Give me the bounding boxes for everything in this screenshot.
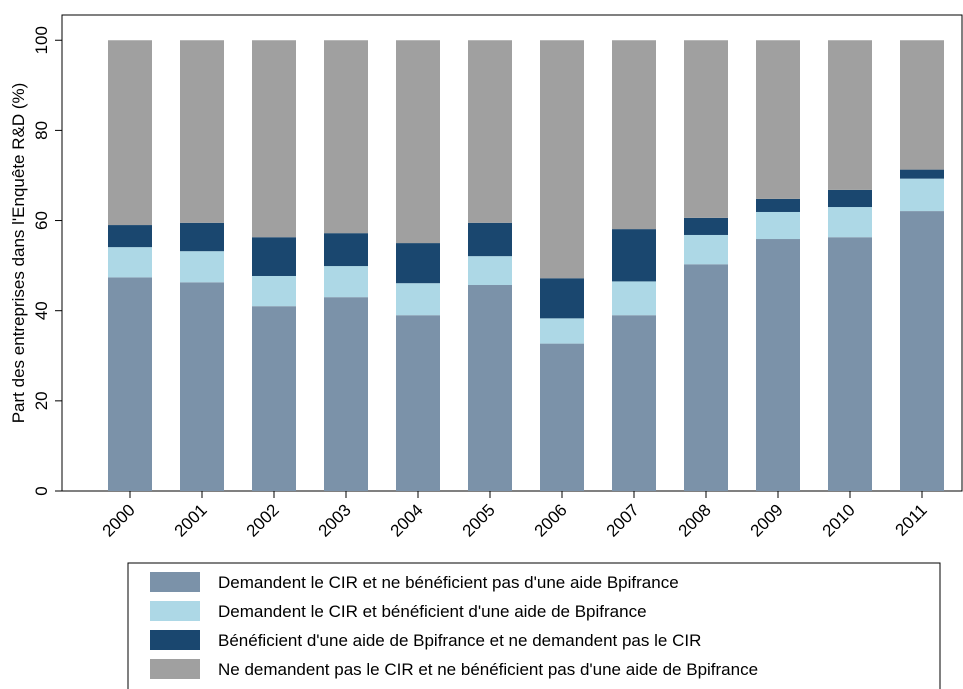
bar-segment — [684, 264, 728, 491]
x-tick-label: 2000 — [99, 500, 139, 540]
legend-swatch — [150, 630, 200, 650]
y-tick-label: 80 — [32, 121, 51, 140]
bar-segment — [108, 247, 152, 278]
bar-segment — [324, 40, 368, 234]
bar-segment — [180, 222, 224, 252]
bar-segment — [756, 40, 800, 199]
bar-segment — [612, 40, 656, 230]
bar-segment — [612, 229, 656, 282]
bar-segment — [900, 211, 944, 492]
bar-segment — [612, 281, 656, 316]
x-tick-label: 2009 — [747, 500, 787, 540]
bar-segment — [540, 318, 584, 344]
bar-segment — [396, 315, 440, 491]
bar-segment — [180, 40, 224, 223]
legend-swatch — [150, 572, 200, 592]
x-tick-label: 2008 — [675, 500, 715, 540]
bar-segment — [612, 315, 656, 491]
bar-segment — [756, 239, 800, 491]
bar-segment — [396, 283, 440, 316]
bar-segment — [468, 40, 512, 223]
x-tick-label: 2003 — [315, 500, 355, 540]
bar-segment — [324, 266, 368, 298]
legend-label: Demandent le CIR et bénéficient d'une ai… — [218, 602, 647, 621]
bar-segment — [252, 237, 296, 276]
bar-segment — [684, 217, 728, 235]
bar-segment — [108, 225, 152, 248]
legend-label: Ne demandent pas le CIR et ne bénéficien… — [218, 660, 758, 679]
legend — [127, 562, 941, 689]
y-tick-label: 0 — [32, 486, 51, 495]
bar-segment — [756, 211, 800, 240]
x-tick-label: 2002 — [243, 500, 283, 540]
bar-segment — [828, 40, 872, 190]
bar-segment — [828, 207, 872, 238]
bar-segment — [324, 297, 368, 491]
bar-segment — [900, 40, 944, 170]
bar-segment — [540, 40, 584, 279]
bar-segment — [684, 40, 728, 218]
bar-segment — [252, 40, 296, 238]
bar-segment — [756, 198, 800, 212]
bar-segment — [396, 243, 440, 284]
bar-segment — [396, 40, 440, 244]
x-tick-label: 2001 — [171, 500, 211, 540]
x-tick-label: 2011 — [892, 500, 931, 539]
bar-segment — [540, 278, 584, 319]
x-tick-label: 2004 — [387, 500, 427, 540]
bar-segment — [324, 233, 368, 267]
x-tick-label: 2006 — [531, 500, 571, 540]
bar-segment — [828, 237, 872, 491]
x-tick-label: 2007 — [603, 500, 643, 540]
bar-segment — [180, 251, 224, 283]
y-tick-label: 40 — [32, 301, 51, 320]
bar-segment — [180, 282, 224, 491]
x-tick-label: 2005 — [459, 500, 499, 540]
bar-segment — [108, 40, 152, 226]
legend-swatch — [150, 601, 200, 621]
bar-segment — [900, 178, 944, 212]
legend-label: Bénéficient d'une aide de Bpifrance et n… — [218, 631, 701, 650]
bar-segment — [900, 169, 944, 179]
y-tick-label: 100 — [32, 26, 51, 54]
bar-segment — [252, 275, 296, 307]
bar-segment — [684, 234, 728, 265]
legend-swatch — [150, 659, 200, 679]
bar-segment — [468, 222, 512, 257]
bar-segment — [468, 285, 512, 491]
bar-segment — [468, 256, 512, 286]
y-axis-label: Part des entreprises dans l'Enquête R&D … — [9, 83, 28, 424]
legend-label: Demandent le CIR et ne bénéficient pas d… — [218, 573, 679, 592]
y-tick-label: 20 — [32, 391, 51, 410]
bar-segment — [108, 277, 152, 491]
y-tick-label: 60 — [32, 211, 51, 230]
bar-segment — [540, 343, 584, 491]
bar-segment — [828, 189, 872, 208]
bar-segment — [252, 306, 296, 491]
x-tick-label: 2010 — [819, 500, 859, 540]
